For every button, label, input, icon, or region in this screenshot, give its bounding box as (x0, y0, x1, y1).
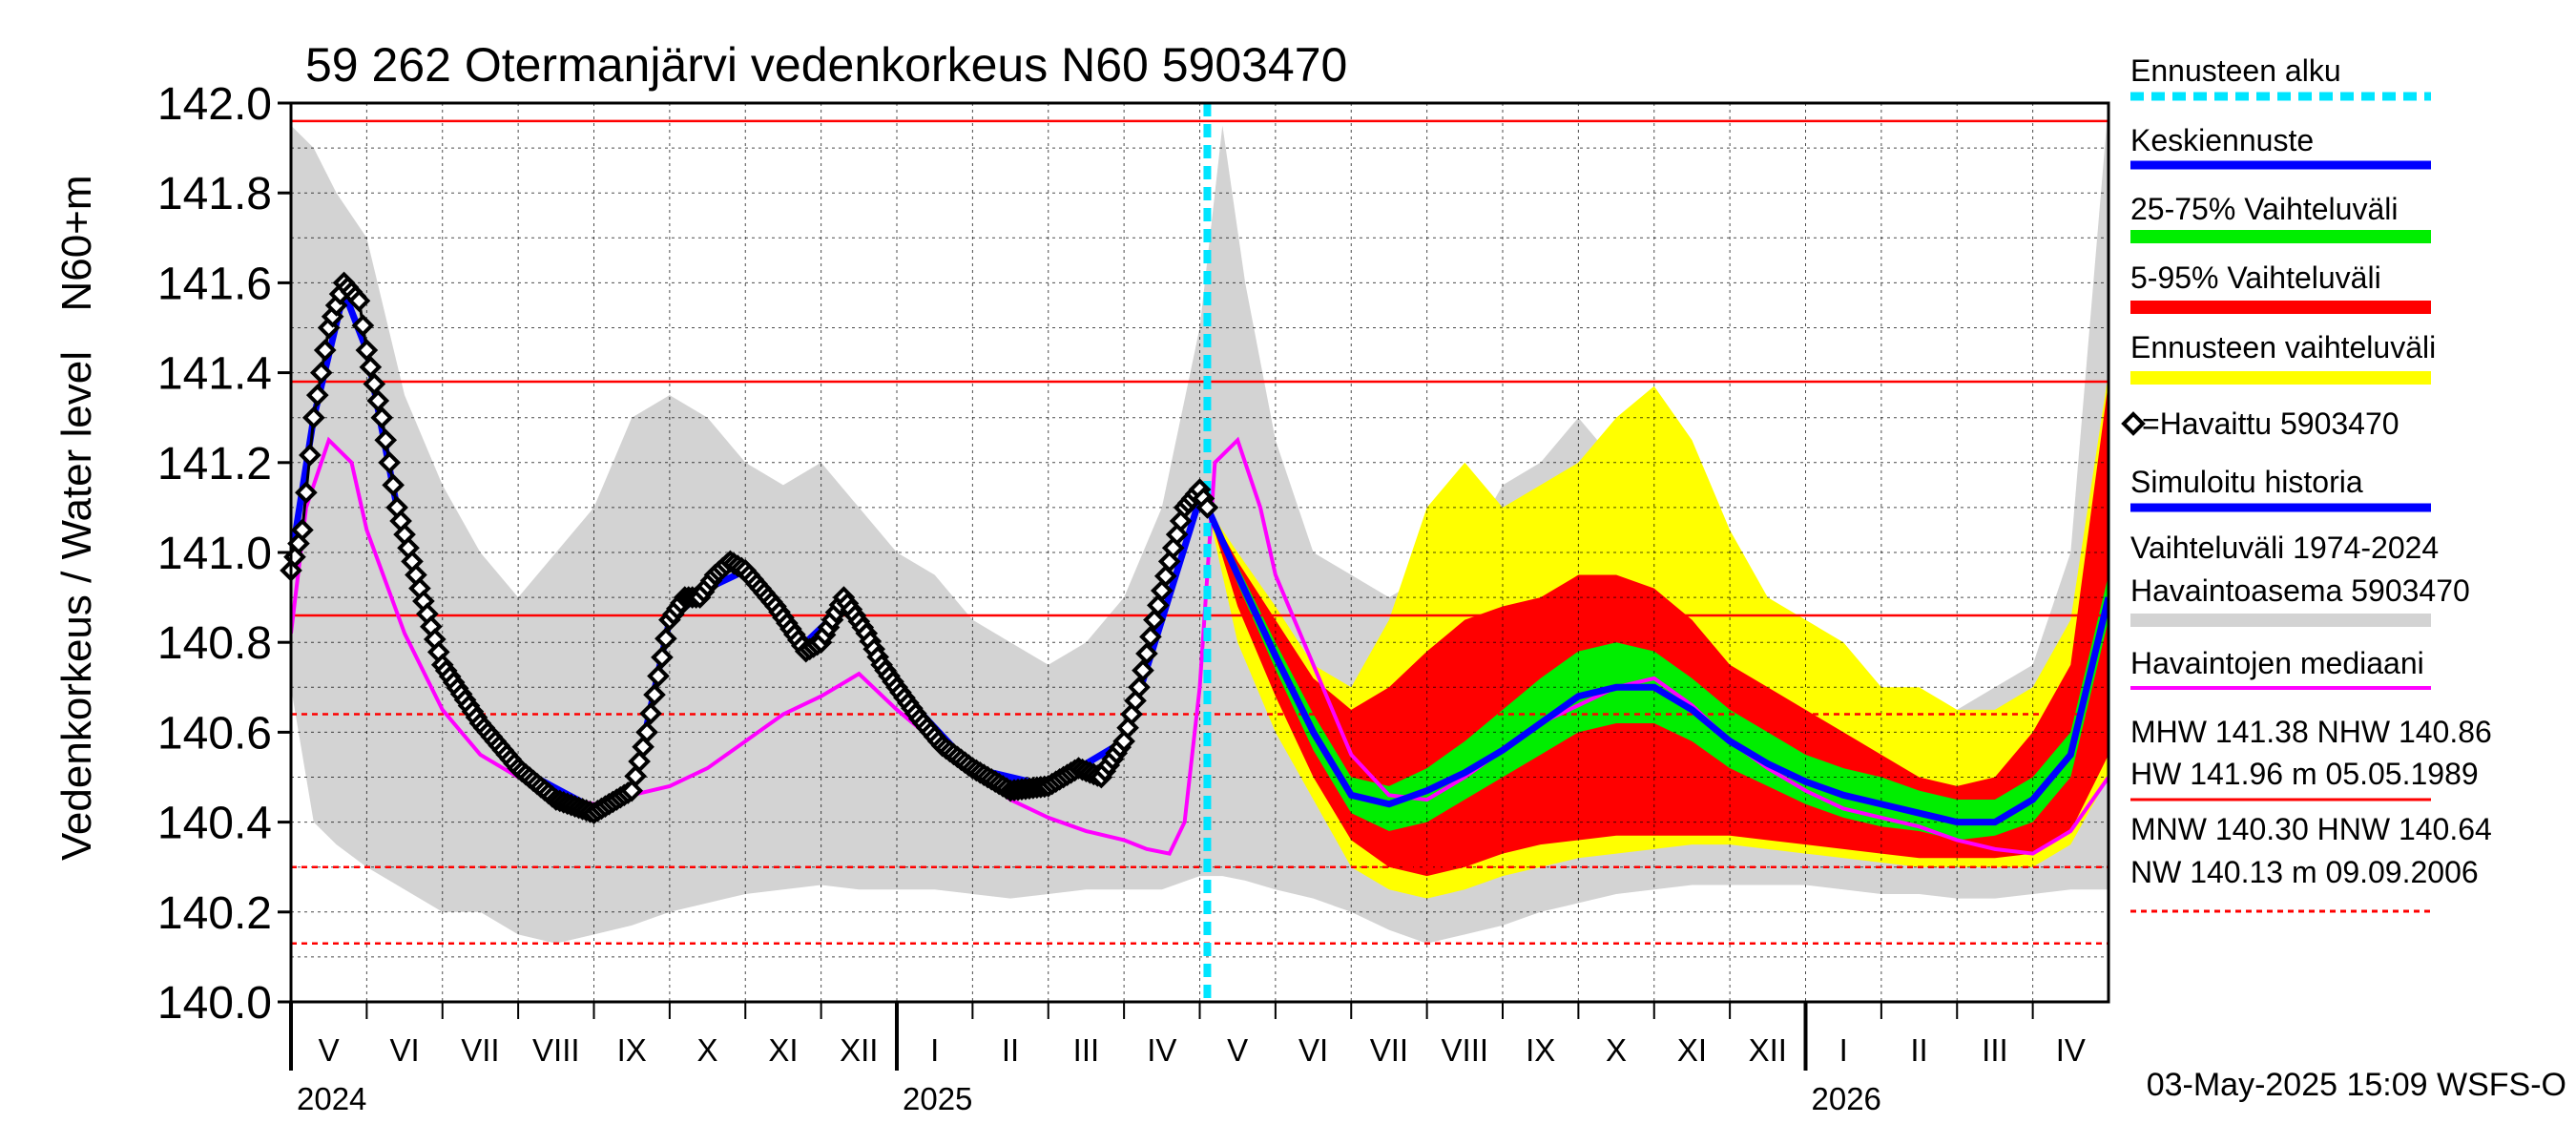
observed-marker (654, 627, 677, 651)
x-month-label: V (1227, 1032, 1248, 1068)
legend-mnw-label-1: MNW 140.30 HNW 140.64 (2130, 812, 2492, 846)
observed-marker (347, 289, 371, 313)
legend-observed-marker (2121, 411, 2146, 436)
observed-marker-layer (280, 271, 1219, 825)
x-month-label: IX (617, 1032, 647, 1068)
observed-marker (647, 664, 670, 688)
y-tick-label: 140.8 (157, 618, 272, 669)
observed-marker (639, 701, 662, 725)
x-year-label: 2026 (1812, 1081, 1881, 1116)
legend-simulated-label: Simuloitu historia (2130, 465, 2363, 499)
x-month-label: I (1839, 1032, 1848, 1068)
observed-marker (651, 646, 674, 669)
observed-marker (355, 339, 379, 362)
observed-marker (643, 683, 666, 706)
y-axis-label: Vedenkorkeus / Water level (53, 351, 100, 861)
observed-marker (378, 450, 402, 474)
y-tick-label: 141.2 (157, 439, 272, 489)
chart-title: 59 262 Otermanjärvi vedenkorkeus N60 590… (305, 38, 1347, 92)
x-month-label: VII (1370, 1032, 1408, 1068)
y-tick-label: 140.2 (157, 888, 272, 939)
legend-mhw-label-1: MHW 141.38 NHW 140.86 (2130, 715, 2492, 749)
x-month-label: II (1002, 1032, 1019, 1068)
observed-marker (1135, 642, 1158, 665)
observed-marker (309, 361, 333, 385)
observed-marker (1132, 658, 1154, 682)
legend-observed-label: =Havaittu 5903470 (2142, 406, 2399, 441)
observed-marker (620, 779, 644, 802)
legend-mean-forecast-label: Keskiennuste (2130, 123, 2314, 157)
observed-marker (295, 481, 318, 505)
x-month-label: X (1606, 1032, 1627, 1068)
x-month-label: I (930, 1032, 939, 1068)
x-month-label: XI (768, 1032, 798, 1068)
observed-marker (359, 355, 383, 379)
x-month-label: III (1073, 1032, 1100, 1068)
footer-timestamp: 03-May-2025 15:09 WSFS-O (2147, 1067, 2566, 1103)
x-month-label: VII (461, 1032, 499, 1068)
observed-marker (291, 518, 314, 542)
legend-median-label: Havaintojen mediaani (2130, 646, 2424, 680)
observed-marker (635, 720, 658, 744)
observed-marker (374, 428, 398, 452)
y-tick-label: 141.6 (157, 259, 272, 309)
x-month-label: XII (840, 1032, 878, 1068)
legend-mnw-label-2: NW 140.13 m 09.09.2006 (2130, 855, 2479, 889)
observed-marker (313, 339, 337, 362)
x-month-label: V (319, 1032, 340, 1068)
x-month-label: IV (1147, 1032, 1176, 1068)
legend-history-label-2: Havaintoasema 5903470 (2130, 573, 2470, 608)
observed-marker (351, 314, 375, 337)
observed-marker (305, 384, 329, 406)
x-month-label: VI (1298, 1032, 1328, 1068)
legend-band-5-95-label: 5-95% Vaihteluväli (2130, 260, 2381, 295)
band-5-95 (1207, 382, 2109, 877)
observed-marker (1165, 523, 1189, 546)
legend-ensemble-label: Ennusteen vaihteluväli (2130, 330, 2436, 364)
observed-marker (370, 406, 394, 429)
x-month-label: XII (1749, 1032, 1787, 1068)
x-month-label: VIII (532, 1032, 580, 1068)
legend: Ennusteen alku Keskiennuste 25-75% Vaihtel… (2121, 53, 2492, 913)
observed-marker (1143, 608, 1166, 632)
observed-marker (1161, 536, 1185, 560)
x-month-label: X (697, 1032, 718, 1068)
y-tick-label: 140.4 (157, 799, 272, 849)
observed-marker (1195, 496, 1219, 519)
x-month-label: III (1982, 1032, 2008, 1068)
observed-marker (287, 531, 310, 555)
y-tick-label: 140.0 (157, 978, 272, 1029)
y-axis-unit-label: N60+m (53, 175, 100, 311)
x-year-label: 2025 (903, 1081, 972, 1116)
band-layer (291, 103, 2109, 944)
y-tick-label: 140.6 (157, 708, 272, 759)
legend-history-label-1: Vaihteluväli 1974-2024 (2130, 531, 2439, 565)
x-month-label: IX (1526, 1032, 1555, 1068)
observed-marker (1128, 676, 1151, 699)
observed-marker (1112, 729, 1135, 753)
x-month-label: VI (389, 1032, 419, 1068)
observed-marker (301, 406, 325, 429)
x-month-label: XI (1677, 1032, 1707, 1068)
observed-marker (366, 389, 390, 412)
observed-marker (363, 372, 386, 396)
y-tick-label: 142.0 (157, 79, 272, 130)
y-tick-label: 141.0 (157, 529, 272, 579)
observed-marker (299, 444, 322, 467)
y-tick-label: 141.4 (157, 349, 272, 400)
x-month-label: II (1910, 1032, 1927, 1068)
band-25-75 (1207, 507, 2109, 841)
x-month-label: IV (2056, 1032, 2086, 1068)
observed-marker (1169, 510, 1193, 532)
observed-marker (1139, 625, 1162, 649)
legend-forecast-start-label: Ennusteen alku (2130, 53, 2341, 88)
x-year-label: 2024 (297, 1081, 366, 1116)
legend-band-25-75-label: 25-75% Vaihteluväli (2130, 192, 2398, 226)
legend-mhw-label-2: HW 141.96 m 05.05.1989 (2130, 757, 2479, 791)
x-month-label: VIII (1442, 1032, 1489, 1068)
axis-layer: 140.0 140.2 140.4 140.6 140.8 141.0 141.2 141.4… (157, 79, 2086, 1116)
y-tick-label: 141.8 (157, 169, 272, 219)
observed-marker (382, 473, 405, 497)
